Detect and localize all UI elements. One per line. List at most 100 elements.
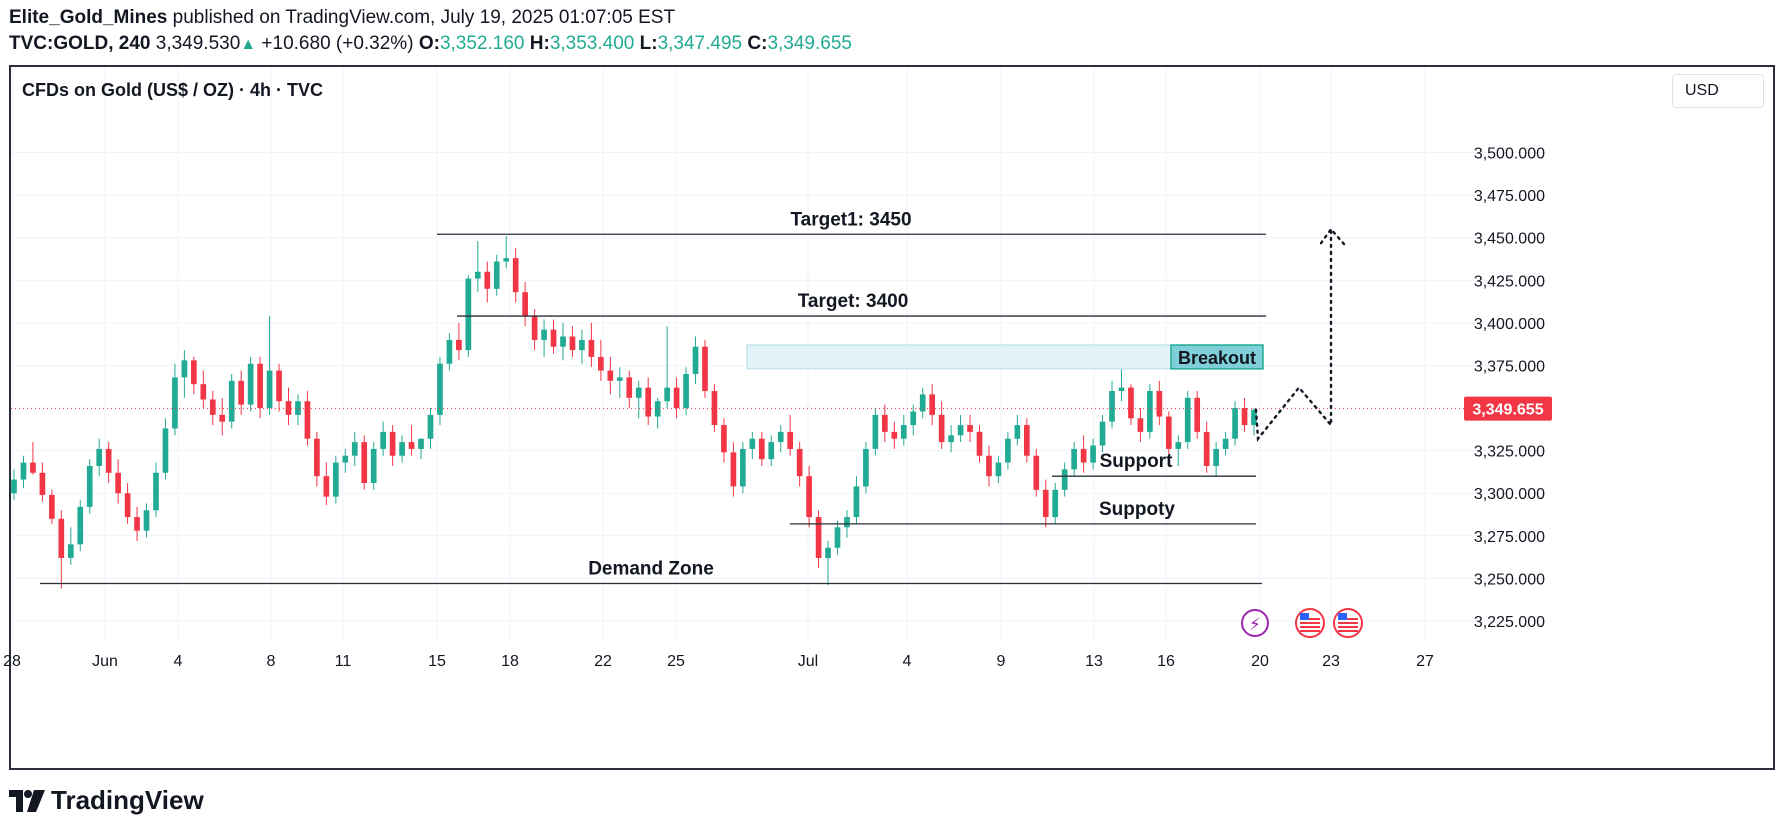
candle-body — [834, 527, 841, 548]
flag-stripe — [1300, 622, 1320, 624]
candle-body — [96, 448, 103, 466]
open-value: 3,352.160 — [439, 33, 525, 54]
candle-body — [598, 356, 604, 371]
x-tick-label: 13 — [1085, 653, 1103, 670]
candle-body — [796, 448, 803, 477]
candle-body — [351, 442, 358, 456]
candle-body — [191, 360, 197, 385]
projection-arrowhead — [1319, 227, 1347, 247]
candle-body — [1165, 416, 1172, 449]
candle-body — [219, 414, 226, 422]
x-tick-label: 15 — [428, 653, 446, 670]
candle-body — [323, 476, 330, 497]
y-tick-label: 3,425.000 — [1474, 273, 1545, 290]
candle-body — [67, 544, 74, 558]
candle-body — [456, 339, 462, 351]
chart-title: CFDs on Gold (US$ / OZ) · 4h · TVC — [22, 80, 323, 100]
x-tick-label: Jul — [798, 653, 818, 670]
candle-body — [20, 462, 27, 480]
candle-body — [58, 518, 65, 558]
currency-button[interactable]: USD — [1672, 74, 1764, 108]
tradingview-logo[interactable]: TradingView — [9, 785, 204, 816]
candle-body — [30, 462, 36, 473]
candle-body — [1251, 409, 1257, 426]
flag-stripe — [1338, 626, 1358, 628]
publish-info: Elite_Gold_Mines published on TradingVie… — [9, 7, 675, 29]
candle-body — [1005, 438, 1011, 463]
candle-body — [389, 431, 396, 456]
candle-body — [503, 258, 510, 262]
candle-body — [872, 414, 879, 449]
candle-body — [77, 506, 84, 545]
candle-body — [418, 438, 424, 449]
candle-body — [437, 363, 443, 415]
candle-body — [1137, 418, 1144, 432]
candle-body — [1090, 445, 1096, 463]
candle-body — [153, 472, 159, 511]
candle-body — [645, 387, 652, 417]
candle-body — [550, 329, 557, 347]
candle-body — [1061, 469, 1068, 490]
candle-body — [304, 401, 311, 439]
author-name[interactable]: Elite_Gold_Mines — [9, 7, 168, 28]
candle-body — [1184, 397, 1191, 443]
candle-body — [484, 271, 491, 289]
candle-body — [1118, 387, 1125, 392]
x-tick-label: 16 — [1157, 653, 1175, 670]
candle-body — [844, 517, 850, 528]
flag-stripe — [1300, 626, 1320, 628]
candle-body — [105, 448, 112, 473]
candle-body — [1222, 438, 1229, 449]
candle-body — [806, 476, 812, 518]
candle-body — [124, 493, 131, 518]
candle-body — [900, 425, 907, 439]
lightning-icon — [1241, 609, 1269, 637]
candle-body — [370, 448, 377, 483]
candle-body — [740, 448, 746, 487]
candle-body — [493, 261, 500, 289]
candle-body — [1203, 431, 1210, 466]
candle-body — [938, 414, 945, 443]
candle-body — [446, 339, 453, 364]
candle-body — [474, 271, 481, 279]
candle-body — [607, 370, 614, 381]
last-price: 3,349.530 — [155, 33, 241, 54]
publish-text: published on TradingView.com, July 19, 2… — [167, 7, 676, 28]
last-price-label: 3,349.655 — [1472, 402, 1543, 419]
candle-body — [86, 465, 93, 507]
level-label: Demand Zone — [588, 559, 714, 580]
candle-body — [1109, 391, 1115, 422]
flag-canton — [1300, 613, 1309, 620]
flag-stripe — [1338, 618, 1358, 620]
x-tick-label: 4 — [903, 653, 912, 670]
candle-body — [172, 377, 178, 429]
candle-body — [39, 472, 46, 495]
x-tick-label: 28 — [3, 653, 21, 670]
x-tick-label: 9 — [997, 653, 1006, 670]
candle-body — [967, 425, 973, 432]
candle-body — [1052, 489, 1059, 518]
candle-body — [238, 380, 245, 405]
candle-body — [853, 486, 860, 518]
candle-body — [11, 479, 17, 494]
ohlc-bar: TVC:GOLD, 240 3,349.530▲ +10.680 (+0.32%… — [9, 33, 852, 55]
low-value: 3,347.495 — [657, 33, 743, 54]
candle-body — [721, 425, 727, 453]
level-label: Support — [1100, 451, 1173, 472]
candle-body — [768, 442, 775, 460]
candle-body — [1128, 387, 1134, 419]
candle-body — [1156, 391, 1163, 417]
candle-body — [863, 448, 869, 487]
candle-body — [569, 336, 576, 351]
candle-body — [683, 373, 689, 409]
high-value: 3,353.400 — [549, 33, 635, 54]
x-tick-label: 23 — [1322, 653, 1340, 670]
x-tick-label: Jun — [92, 653, 118, 670]
candle-body — [181, 360, 188, 378]
candle-body — [673, 387, 680, 409]
candle-body — [976, 431, 983, 456]
candle-body — [295, 401, 301, 415]
close-label: C: — [747, 33, 768, 54]
level-label: Suppoty — [1099, 499, 1175, 520]
